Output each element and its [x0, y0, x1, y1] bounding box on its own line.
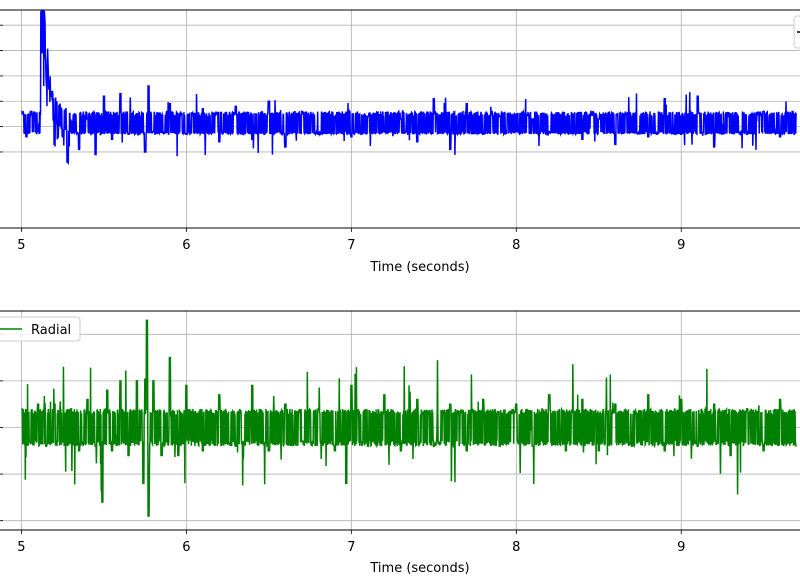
series-line-0: [21, 10, 797, 166]
x-tick-label-4: 9: [677, 238, 685, 253]
top-legend: [793, 15, 800, 49]
x-tick-label-3: 8: [512, 238, 520, 253]
bottom-legend: Radial: [0, 316, 81, 342]
x-tick-label-0: 5: [17, 238, 25, 253]
legend-box: [0, 316, 81, 342]
top-x-ticks: 5 6 7 8 9: [17, 228, 685, 253]
x-tick-label-1: 6: [182, 238, 190, 253]
bottom-x-axis-label: Time (seconds): [369, 561, 469, 576]
x-tick-label-3: 8: [512, 540, 520, 555]
x-tick-label-0: 5: [17, 540, 25, 555]
x-tick-label-2: 7: [347, 238, 355, 253]
x-tick-label-4: 9: [677, 540, 685, 555]
top-x-axis-label: Time (seconds): [369, 260, 469, 275]
bottom-trace: [21, 319, 797, 517]
series-line-0: [21, 319, 797, 517]
top-y-ticks: [0, 24, 3, 153]
legend-label: Radial: [31, 323, 71, 338]
x-tick-label-2: 7: [347, 540, 355, 555]
top-trace: [21, 10, 797, 166]
x-tick-label-1: 6: [182, 540, 190, 555]
bottom-x-ticks: 5 6 7 8 9: [17, 530, 685, 555]
top-axes: 5 6 7 8 9 Time (seconds): [0, 9, 800, 275]
bottom-axes: 5 6 7 8 9 Time (seconds) Radial: [0, 310, 800, 576]
